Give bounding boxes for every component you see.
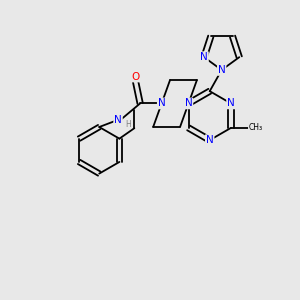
Text: O: O (131, 71, 140, 82)
Text: H: H (125, 120, 131, 129)
Text: N: N (184, 98, 192, 108)
Text: N: N (114, 115, 122, 125)
Text: N: N (200, 52, 208, 62)
Text: N: N (227, 98, 235, 108)
Text: N: N (158, 98, 166, 108)
Text: N: N (218, 65, 226, 75)
Text: CH₃: CH₃ (249, 123, 263, 132)
Text: N: N (206, 135, 214, 145)
